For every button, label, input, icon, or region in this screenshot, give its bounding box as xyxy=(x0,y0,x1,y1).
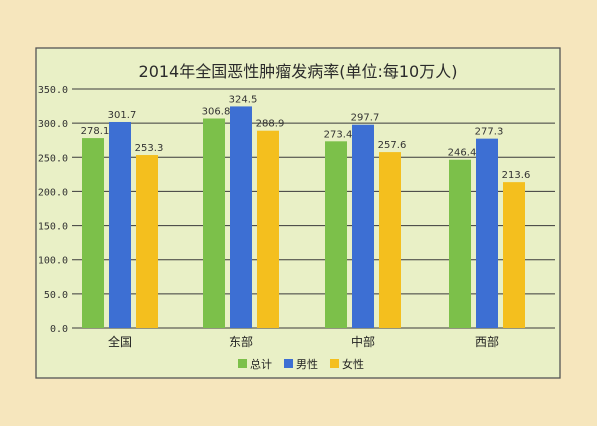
bar xyxy=(136,155,158,328)
y-tick-label: 300.0 xyxy=(38,119,68,130)
data-label: 288.9 xyxy=(256,119,285,130)
x-axis: 全国 东部 中部 西部 xyxy=(108,334,499,349)
x-tick-label: 全国 xyxy=(108,334,132,349)
bar xyxy=(325,141,347,328)
y-tick-label: 200.0 xyxy=(38,187,68,198)
bar xyxy=(109,121,131,329)
legend-label: 总计 xyxy=(250,357,272,371)
bars xyxy=(82,106,525,329)
x-tick-label: 东部 xyxy=(229,334,253,349)
x-tick-label: 中部 xyxy=(351,334,375,349)
data-label: 213.6 xyxy=(502,170,531,181)
legend: 总计 男性 女性 xyxy=(238,357,364,371)
y-tick-label: 250.0 xyxy=(38,153,68,164)
x-tick-label: 西部 xyxy=(475,334,499,349)
bar xyxy=(82,138,104,328)
legend-label: 女性 xyxy=(342,357,364,371)
data-label: 301.7 xyxy=(108,110,137,121)
data-label: 273.4 xyxy=(324,129,353,140)
legend-swatch xyxy=(284,359,293,368)
data-label: 278.1 xyxy=(81,126,110,137)
y-tick-label: 100.0 xyxy=(38,256,68,267)
y-tick-label: 0.0 xyxy=(50,324,68,335)
legend-swatch xyxy=(330,359,339,368)
legend-swatch xyxy=(238,359,247,368)
bar xyxy=(257,130,279,328)
data-label: 277.3 xyxy=(475,127,504,138)
y-tick-label: 350.0 xyxy=(38,85,68,96)
data-label: 253.3 xyxy=(135,143,164,154)
bar xyxy=(203,118,225,329)
bar xyxy=(379,152,401,328)
data-label: 257.6 xyxy=(378,140,407,151)
y-tick-label: 50.0 xyxy=(44,290,68,301)
data-label: 297.7 xyxy=(351,113,380,124)
bar xyxy=(230,106,252,328)
bar xyxy=(449,159,471,328)
data-label: 306.8 xyxy=(202,106,231,117)
chart-title: 2014年全国恶性肿瘤发病率(单位:每10万人) xyxy=(139,62,458,81)
bar xyxy=(476,138,498,328)
bar xyxy=(352,124,374,328)
data-label: 246.4 xyxy=(448,148,477,159)
data-label: 324.5 xyxy=(229,94,258,105)
y-tick-label: 150.0 xyxy=(38,222,68,233)
bar xyxy=(503,182,525,328)
legend-label: 男性 xyxy=(296,357,318,371)
